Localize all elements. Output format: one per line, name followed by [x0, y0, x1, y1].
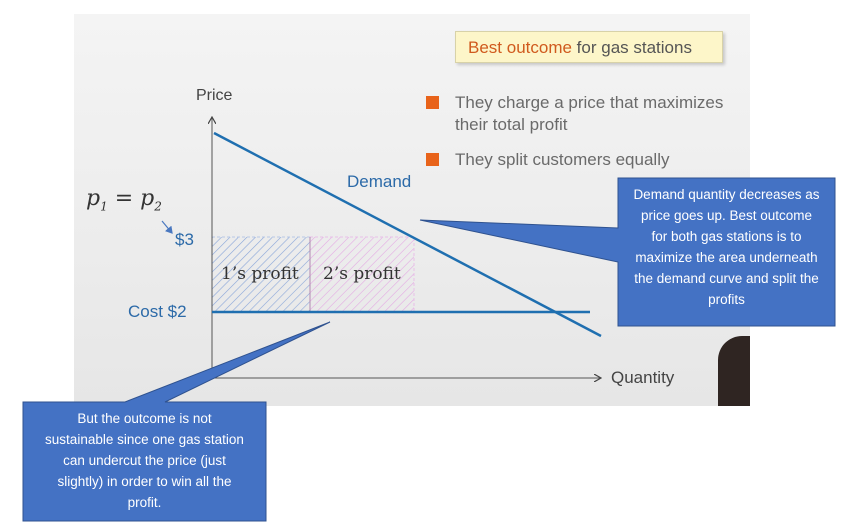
callout-bottom-line: sustainable since one gas station: [45, 432, 244, 447]
y-axis-label: Price: [196, 87, 233, 104]
bullet-item-2: They split customers equally: [455, 149, 669, 171]
callout-right-shape: [419, 177, 836, 327]
callout-bottom-line: can undercut the price (just: [63, 453, 226, 468]
callout-bottom-line: profit.: [127, 495, 162, 510]
equation-label: p1 = p2: [86, 186, 162, 213]
bullet-1-line-2: their total profit: [455, 115, 568, 134]
bullet-2-line-1: They split customers equally: [455, 150, 670, 169]
equation-sub1: 1: [100, 199, 108, 214]
title-highlight: Best outcome: [468, 38, 572, 57]
callout-bottom-line: But the outcome is not: [77, 411, 212, 426]
profit-region-1: [211, 236, 311, 313]
profit-1-label: 1’s profit: [221, 264, 299, 284]
cost-label: Cost $2: [128, 302, 187, 321]
bullet-square-icon: [426, 153, 439, 166]
bullet-square-icon: [426, 96, 439, 109]
equation-p1: p: [86, 186, 101, 211]
slide-title: Best outcome for gas stations: [455, 31, 723, 63]
callout-right-line: the demand curve and split the: [634, 271, 819, 286]
bullet-item-1: They charge a price that maximizes their…: [455, 92, 723, 136]
equation-p2: p: [140, 186, 155, 211]
bullet-1-line-1: They charge a price that maximizes: [455, 93, 724, 112]
callout-bottom-text: But the outcome is not sustainable since…: [25, 408, 264, 513]
callout-right-line: maximize the area underneath: [635, 250, 818, 265]
demand-line: [213, 131, 602, 338]
equation-arrow: [161, 220, 173, 234]
demand-label: Demand: [347, 172, 412, 191]
callout-right-line: profits: [708, 292, 745, 307]
callout-right-text: Demand quantity decreases as price goes …: [620, 184, 833, 310]
callout-bottom-line: slightly) in order to win all the: [57, 474, 232, 489]
equation-sub2: 2: [154, 199, 162, 214]
title-rest: for gas stations: [571, 38, 692, 57]
x-axis-label: Quantity: [611, 368, 675, 387]
callout-bottom-shape: [22, 321, 331, 522]
presenter-silhouette: [718, 336, 750, 406]
price-3-label: $3: [175, 230, 194, 249]
equation-equals: =: [107, 186, 141, 211]
callout-right-line: price goes up. Best outcome: [640, 208, 813, 223]
callout-right-line: Demand quantity decreases as: [633, 187, 820, 202]
callout-right-line: for both gas stations is to: [651, 229, 802, 244]
profit-2-label: 2’s profit: [323, 264, 401, 284]
